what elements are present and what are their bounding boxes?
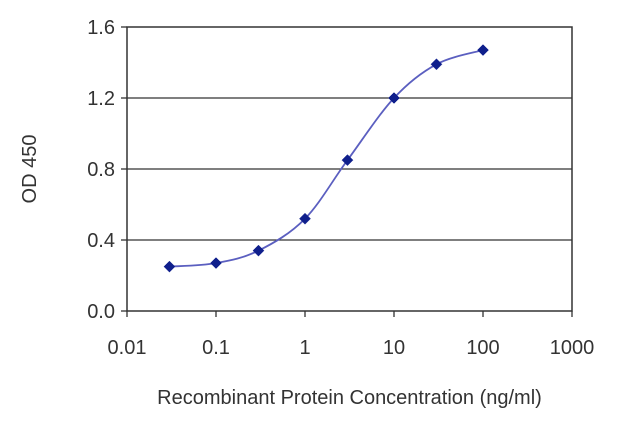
data-point <box>252 244 265 257</box>
data-point <box>210 257 222 269</box>
series-line <box>169 49 484 268</box>
x-tick-label: 0.1 <box>202 337 230 359</box>
grid-layer <box>127 97 572 241</box>
data-point <box>430 58 443 71</box>
y-tick-label: 1.6 <box>87 17 115 39</box>
series-layer <box>163 44 489 273</box>
data-point <box>341 154 354 166</box>
y-tick-label: 0.0 <box>87 301 115 323</box>
x-tick-label: 10 <box>383 337 405 359</box>
x-axis-title: Recombinant Protein Concentration (ng/ml… <box>157 387 542 409</box>
x-tick-label: 1000 <box>550 337 595 359</box>
data-point <box>299 212 311 225</box>
x-tick-label: 0.01 <box>108 337 147 359</box>
y-axis-title: OD 450 <box>19 135 41 204</box>
data-point <box>477 44 489 56</box>
x-tick-label: 100 <box>466 337 499 359</box>
x-tick-label: 1 <box>299 337 310 359</box>
y-tick-label: 0.8 <box>87 159 115 181</box>
data-point <box>163 260 176 273</box>
ticks-layer: 0.0 0.4 0.8 1.2 1.6 0.01 0.1 1 10 100 1000 <box>87 17 594 359</box>
data-point <box>388 92 400 104</box>
y-tick-label: 0.4 <box>87 230 115 252</box>
y-tick-label: 1.2 <box>87 88 115 110</box>
